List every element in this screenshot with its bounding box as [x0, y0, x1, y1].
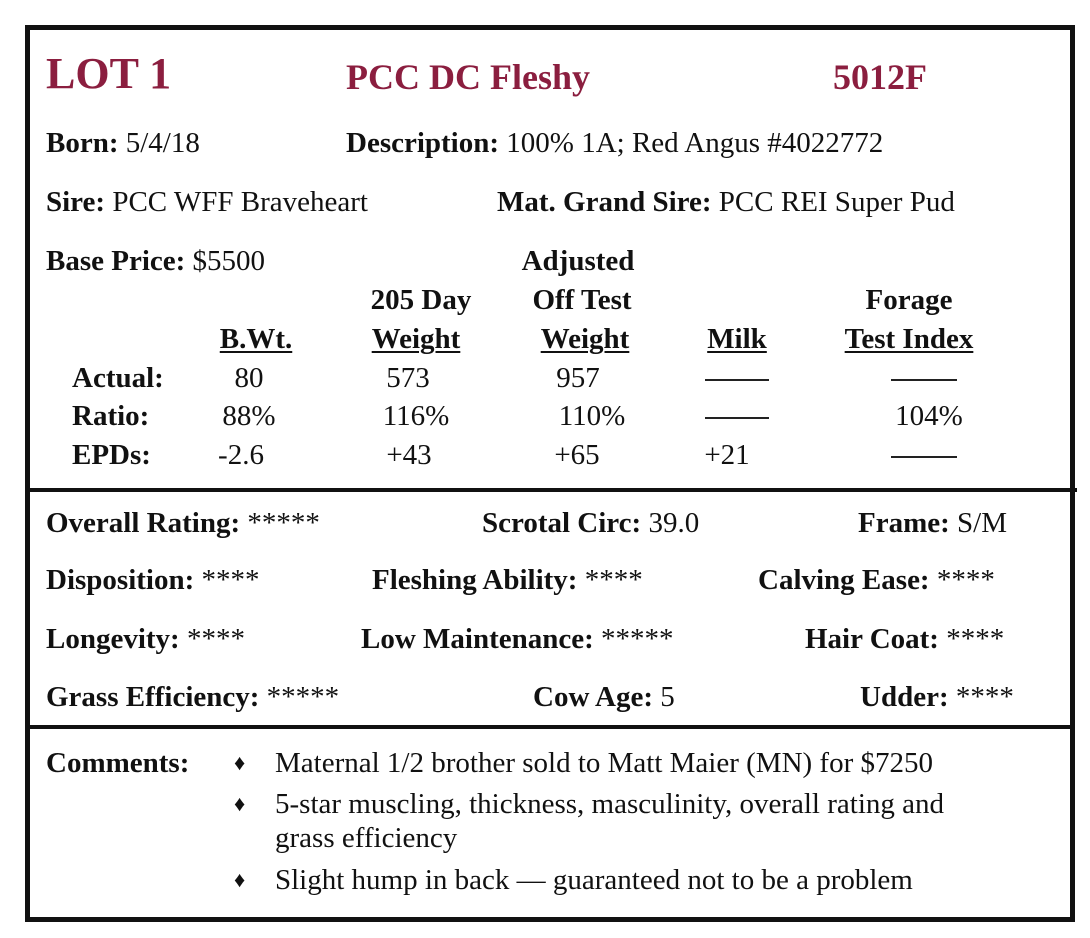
hair-coat-label: Hair Coat:	[805, 623, 939, 655]
header-forage: Forage	[865, 284, 953, 316]
description-value: 100% 1A; Red Angus #4022772	[506, 127, 884, 159]
longevity-label: Longevity:	[46, 623, 180, 655]
udder-field: Udder: ****	[860, 680, 1014, 714]
longevity-field: Longevity: ****	[46, 622, 245, 656]
scrotal-circ-field: Scrotal Circ: 39.0	[482, 506, 699, 540]
section-divider	[25, 725, 1075, 729]
base-price-label: Base Price:	[46, 245, 186, 277]
mat-grand-sire-field: Mat. Grand Sire: PCC REI Super Pud	[497, 185, 955, 219]
born-label: Born:	[46, 127, 119, 159]
bullet-icon: ♦	[234, 867, 246, 892]
longevity-value: ****	[186, 623, 245, 655]
actual-adjusted: 957	[556, 362, 600, 394]
description-field: Description: 100% 1A; Red Angus #4022772	[346, 126, 883, 160]
actual-forage-blank	[891, 379, 957, 381]
header-off-test: Off Test	[532, 284, 632, 316]
comment-item-continuation: grass efficiency	[275, 822, 458, 854]
header-weight-adjusted: Weight	[540, 323, 630, 355]
low-maintenance-label: Low Maintenance:	[361, 623, 594, 655]
sire-label: Sire:	[46, 186, 106, 218]
bullet-icon: ♦	[234, 791, 246, 816]
description-label: Description:	[346, 127, 500, 159]
calving-ease-field: Calving Ease: ****	[758, 563, 995, 597]
hair-coat-value: ****	[946, 623, 1005, 655]
comment-item: Maternal 1/2 brother sold to Matt Maier …	[275, 747, 933, 779]
disposition-field: Disposition: ****	[46, 563, 260, 597]
cow-age-label: Cow Age:	[533, 681, 654, 713]
row-label-actual: Actual:	[72, 362, 164, 394]
scrotal-circ-label: Scrotal Circ:	[482, 507, 642, 539]
ratio-forage: 104%	[895, 400, 963, 432]
overall-rating-label: Overall Rating:	[46, 507, 241, 539]
mgs-label: Mat. Grand Sire:	[497, 186, 712, 218]
bullet-icon: ♦	[234, 750, 246, 775]
actual-milk-blank	[705, 379, 769, 381]
udder-label: Udder:	[860, 681, 949, 713]
overall-rating-field: Overall Rating: *****	[46, 506, 320, 540]
row-label-ratio: Ratio:	[72, 400, 150, 432]
udder-value: ****	[955, 681, 1014, 713]
animal-tag: 5012F	[833, 57, 927, 97]
sire-value: PCC WFF Braveheart	[112, 186, 368, 218]
born-field: Born: 5/4/18	[46, 126, 200, 160]
actual-205: 573	[386, 362, 430, 394]
hair-coat-field: Hair Coat: ****	[805, 622, 1004, 656]
ratio-205: 116%	[382, 400, 450, 432]
header-milk: Milk	[707, 323, 767, 355]
lot-number: LOT 1	[46, 49, 172, 98]
overall-rating-value: *****	[247, 507, 320, 539]
fleshing-ability-field: Fleshing Ability: ****	[372, 563, 643, 597]
frame-field: Frame: S/M	[858, 506, 1007, 540]
ratio-milk-blank	[705, 417, 769, 419]
grass-efficiency-field: Grass Efficiency: *****	[46, 680, 339, 714]
grass-efficiency-label: Grass Efficiency:	[46, 681, 260, 713]
ratio-bwt: 88%	[222, 400, 276, 432]
header-adjusted: Adjusted	[521, 245, 635, 277]
calving-ease-label: Calving Ease:	[758, 564, 930, 596]
animal-name: PCC DC Fleshy	[346, 57, 590, 97]
cow-age-field: Cow Age: 5	[533, 680, 675, 714]
fleshing-ability-value: ****	[584, 564, 643, 596]
header-birth-weight: B.Wt.	[219, 323, 293, 355]
header-205-day: 205 Day	[370, 284, 472, 316]
disposition-value: ****	[201, 564, 260, 596]
comment-item: 5-star muscling, thickness, masculinity,…	[275, 788, 944, 820]
epd-forage-blank	[891, 456, 957, 458]
epd-milk: +21	[704, 439, 750, 471]
epd-205: +43	[386, 439, 432, 471]
comments-label: Comments:	[46, 747, 190, 779]
frame-value: S/M	[957, 507, 1008, 539]
frame-label: Frame:	[858, 507, 950, 539]
header-forage-test-index: Test Index	[844, 323, 974, 355]
base-price-field: Base Price: $5500	[46, 244, 265, 278]
epd-adjusted: +65	[554, 439, 600, 471]
grass-efficiency-value: *****	[266, 681, 340, 713]
lot-card-border	[25, 25, 1075, 922]
row-label-epds: EPDs:	[72, 439, 151, 471]
header-weight-205: Weight	[371, 323, 461, 355]
disposition-label: Disposition:	[46, 564, 195, 596]
scrotal-circ-value: 39.0	[648, 507, 700, 539]
mgs-value: PCC REI Super Pud	[718, 186, 955, 218]
section-divider	[25, 488, 1077, 492]
actual-bwt: 80	[234, 362, 264, 394]
born-value: 5/4/18	[125, 127, 200, 159]
low-maintenance-field: Low Maintenance: *****	[361, 622, 674, 656]
comment-item: Slight hump in back — guaranteed not to …	[275, 864, 913, 896]
epd-bwt: -2.6	[218, 439, 264, 471]
sire-field: Sire: PCC WFF Braveheart	[46, 185, 368, 219]
ratio-adjusted: 110%	[558, 400, 626, 432]
cow-age-value: 5	[660, 681, 675, 713]
fleshing-ability-label: Fleshing Ability:	[372, 564, 578, 596]
base-price-value: $5500	[192, 245, 266, 277]
low-maintenance-value: *****	[601, 623, 674, 655]
calving-ease-value: ****	[936, 564, 995, 596]
